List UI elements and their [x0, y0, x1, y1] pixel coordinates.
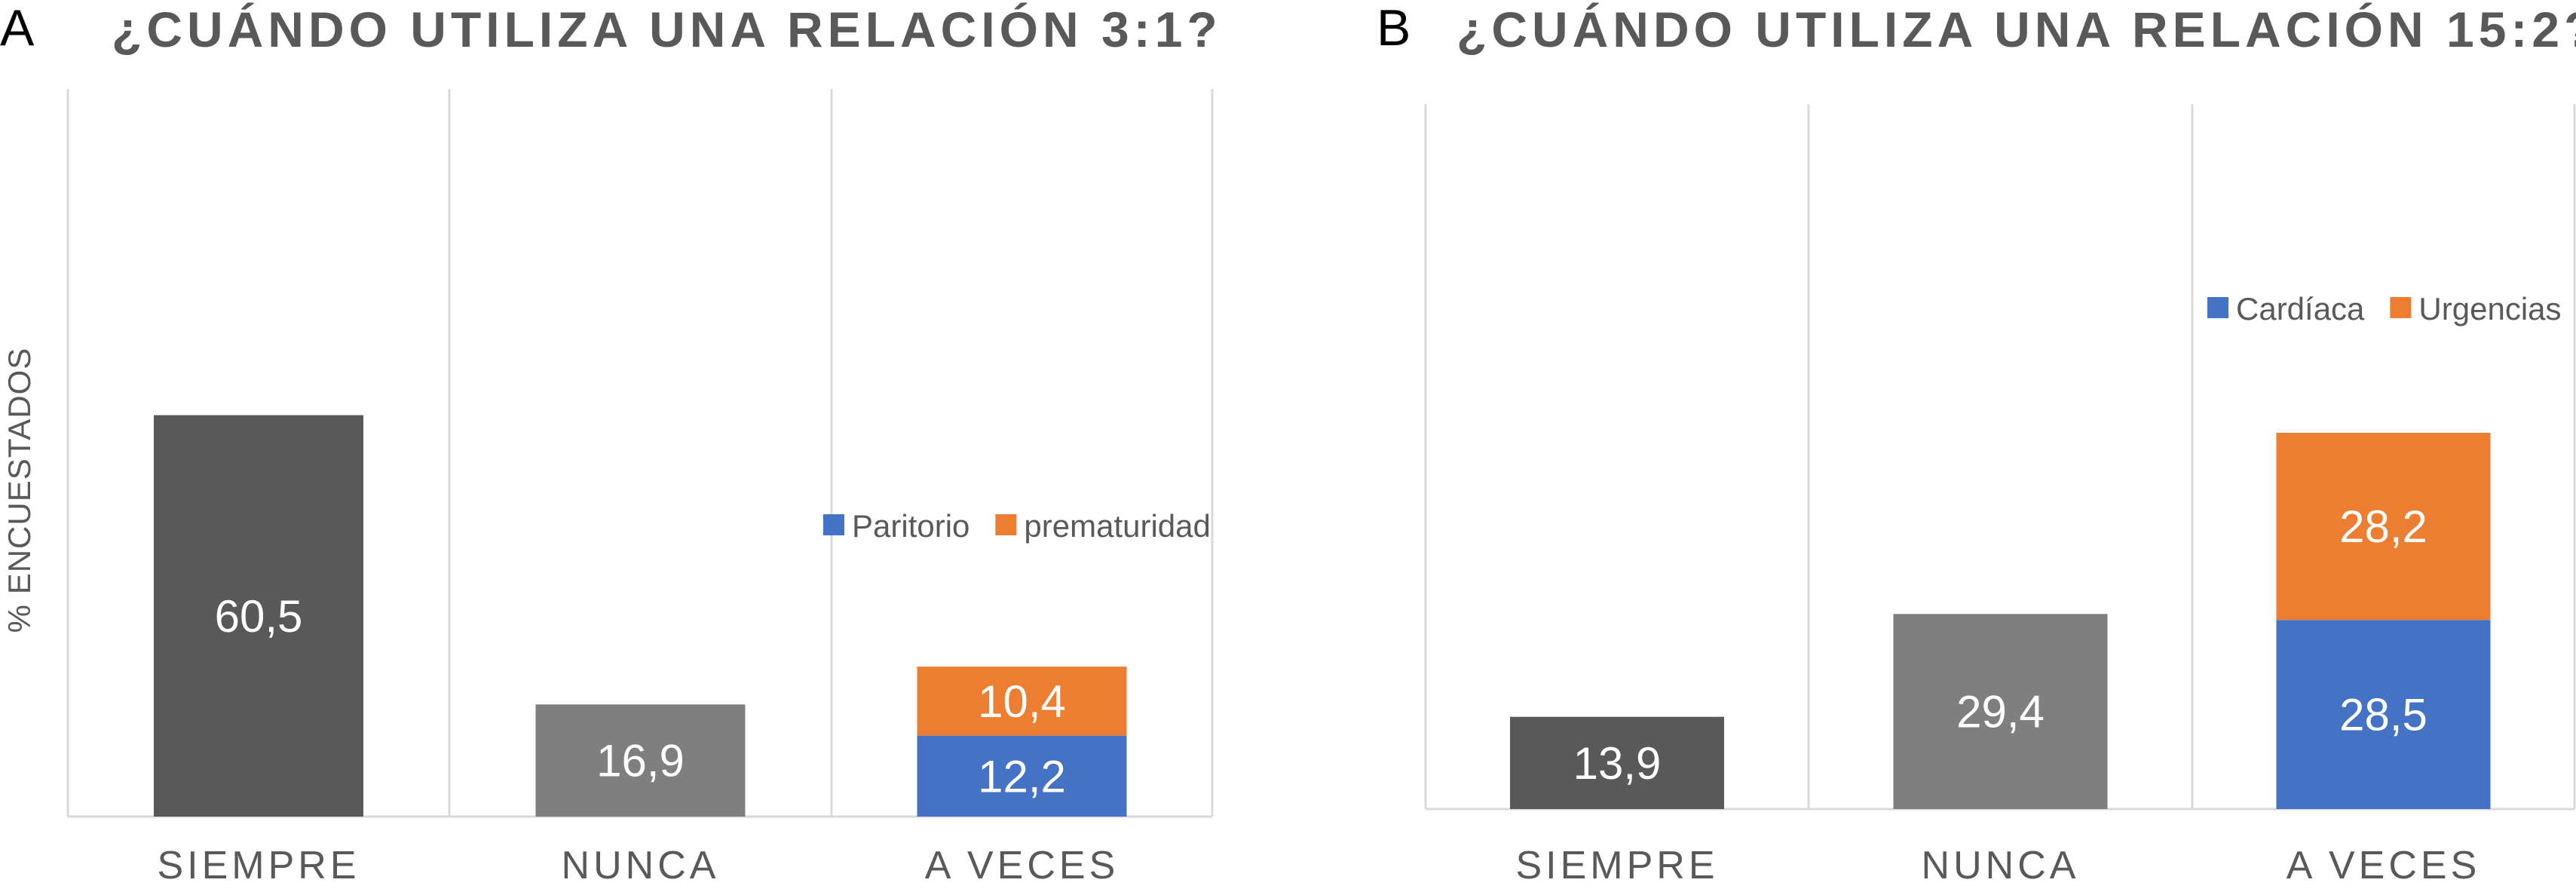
panel-a-legend-label: prematuridad — [1024, 508, 1210, 544]
panel-b-category-label: A VECES — [2287, 844, 2481, 887]
panel-a-y-axis-label: % ENCUESTADOS — [2, 348, 37, 633]
panel-a-letter: A — [0, 0, 35, 57]
panel-b-legend-swatch — [2390, 297, 2412, 318]
panel-b-data-label: 29,4 — [1956, 687, 2045, 737]
panel-a-bar-a-veces-paritorio — [917, 735, 1127, 817]
panel-b-legend-swatch — [2207, 297, 2228, 318]
panel-a-legend-label: Paritorio — [852, 508, 969, 544]
panel-b-legend-label: Cardíaca — [2236, 291, 2365, 326]
panel-a-legend-swatch — [995, 514, 1017, 535]
panel-a-legend-swatch — [823, 514, 844, 535]
panel-a-data-label: 16,9 — [596, 736, 685, 786]
panel-b-bar-a-veces-cardíaca — [2276, 620, 2491, 809]
panel-b-data-label: 28,5 — [2339, 690, 2427, 740]
panel-a-category-label: NUNCA — [562, 844, 720, 887]
panel-a-data-label: 12,2 — [978, 751, 1066, 802]
panel-b-data-label: 13,9 — [1573, 738, 1662, 789]
panel-b-bar-a-veces-urgencias — [2276, 433, 2491, 621]
panel-a-bar-siempre — [154, 415, 363, 817]
panel-b-bar-siempre — [1510, 716, 1724, 809]
panel-b-bar-nunca — [1893, 614, 2108, 809]
panel-a-title: ¿CUÁNDO UTILIZA UNA RELACIÓN 3:1? — [112, 2, 1222, 57]
panel-b-legend-label: Urgencias — [2418, 291, 2561, 326]
panel-b-category-label: SIEMPRE — [1515, 844, 1718, 887]
panel-a-category-label: A VECES — [925, 844, 1120, 887]
panel-b-title: ¿CUÁNDO UTILIZA UNA RELACIÓN 15:2? — [1456, 2, 2576, 57]
panel-a-data-label: 60,5 — [215, 591, 303, 642]
panel-b-data-label: 28,2 — [2339, 501, 2427, 552]
panel-b-letter: B — [1377, 0, 1411, 57]
panel-a-data-label: 10,4 — [978, 676, 1066, 727]
panel-a-bar-nunca — [535, 704, 746, 817]
panel-a-category-label: SIEMPRE — [157, 844, 360, 887]
panel-a-bar-a-veces-prematuridad — [917, 667, 1127, 736]
panel-b-category-label: NUNCA — [1922, 844, 2080, 887]
